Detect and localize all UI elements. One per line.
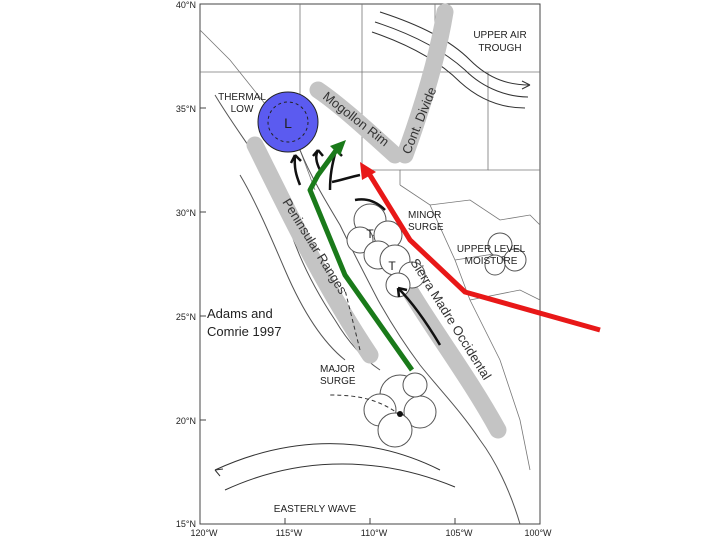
citation-label-1: Adams and (207, 306, 273, 321)
lon-label-100: 100°W (524, 528, 552, 538)
citation-label-2: Comrie 1997 (207, 324, 281, 339)
lon-label-115: 115°W (276, 528, 303, 538)
cloud-upper-moisture (484, 232, 527, 276)
belt-mogollon-rim (309, 81, 404, 164)
green-arrowhead (330, 140, 346, 156)
lat-label-15: 15°N (176, 519, 196, 529)
red-arrowhead (360, 162, 376, 180)
thermal-low-circle (257, 91, 319, 153)
easterly-wave-label: EASTERLY WAVE (274, 504, 357, 515)
upper-air-trough-lines (371, 11, 531, 109)
longitude-ticks (284, 518, 456, 524)
latitude-ticks (200, 107, 206, 421)
thermal-low-label-1: THERMAL (218, 92, 266, 103)
thermal-low-label-2: LOW (231, 104, 254, 115)
upper-air-trough-label-1: UPPER AIR (473, 30, 526, 41)
green-path (307, 143, 415, 372)
red-path (365, 170, 601, 333)
cloud-minor-surge-2 (379, 244, 426, 298)
easterly-wave-lines (214, 443, 456, 491)
thermal-low-inner-ring (267, 101, 309, 143)
major-surge-label-2: SURGE (320, 376, 356, 387)
belt-peninsular-ranges (246, 136, 379, 364)
lat-label-20: 20°N (176, 416, 196, 426)
upper-air-trough-label-2: TROUGH (478, 43, 521, 54)
belt-cont-divide (396, 3, 454, 164)
lon-label-105: 105°W (445, 528, 473, 538)
tstorm-marker-1: T (366, 227, 374, 241)
major-surge-center (397, 411, 403, 417)
lon-label-110: 110°W (361, 528, 388, 538)
longitude-labels: 120°W 115°W 110°W 105°W 100°W (190, 528, 552, 538)
dashed-arrows (329, 289, 401, 416)
upper-level-moisture-label-2: MOISTURE (465, 256, 518, 267)
cloud-major-surge (363, 372, 437, 448)
upper-level-moisture-label-1: UPPER LEVEL (457, 244, 526, 255)
minor-surge-label-2: SURGE (408, 222, 444, 233)
minor-surge-label-1: MINOR (408, 210, 441, 221)
thermal-low-marker: L (284, 115, 292, 131)
thermal-low: L (257, 91, 319, 153)
tstorm-marker-2: T (388, 259, 396, 273)
lat-label-40: 40°N (176, 0, 196, 10)
major-surge-label-1: MAJOR (320, 364, 355, 375)
lat-label-35: 35°N (176, 104, 196, 114)
cloud-clusters (346, 203, 527, 448)
lon-label-120: 120°W (190, 528, 218, 538)
lat-label-30: 30°N (176, 208, 196, 218)
latitude-labels: 40°N 35°N 30°N 25°N 20°N 15°N (176, 0, 196, 529)
lat-label-25: 25°N (176, 312, 196, 322)
